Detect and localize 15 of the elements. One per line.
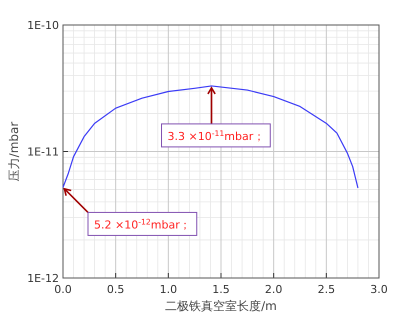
x-tick-label: 0.0 xyxy=(54,283,72,296)
x-axis-title: 二极铁真空室长度/m xyxy=(165,299,277,313)
y-axis-title: 压力/mbar xyxy=(7,122,21,182)
x-tick-label: 3.0 xyxy=(370,283,388,296)
y-tick-label: 1E-10 xyxy=(27,19,59,32)
line-series xyxy=(62,85,359,189)
annotation: 5.2 ×10$^{-12}$mbar； xyxy=(94,216,191,232)
x-tick-label: 1.5 xyxy=(212,283,230,296)
x-tick-label: 2.0 xyxy=(264,283,282,296)
annotation: 3.3 ×10$^{-11}$mbar； xyxy=(168,128,264,143)
x-tick-label: 0.5 xyxy=(106,283,124,296)
x-tick-label: 2.5 xyxy=(318,283,336,296)
y-tick-label: 1E-11 xyxy=(27,146,59,158)
x-tick-label: 1.0 xyxy=(160,283,178,296)
y-tick-label: 1E-12 xyxy=(27,272,59,285)
